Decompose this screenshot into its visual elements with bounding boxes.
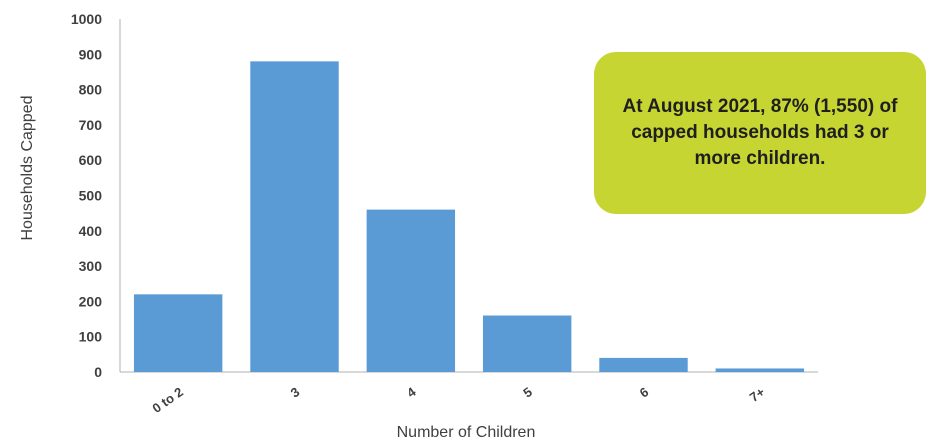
y-tick-label: 0 <box>94 364 102 380</box>
y-tick-label: 700 <box>79 117 103 133</box>
y-tick-label: 600 <box>79 152 103 168</box>
bar <box>715 368 805 372</box>
x-axis-title: Number of Children <box>397 424 536 441</box>
annotation-text: At August 2021, 87% (1,550) of capped ho… <box>622 96 898 169</box>
y-tick-label: 100 <box>79 329 103 345</box>
x-tick-label: 3 <box>288 384 303 400</box>
x-tick-label: 7+ <box>747 384 768 405</box>
bars <box>133 61 805 373</box>
bar <box>366 209 456 372</box>
x-tick-label: 4 <box>404 384 419 401</box>
x-tick-label: 5 <box>520 384 535 400</box>
x-tick-label: 6 <box>637 384 652 400</box>
y-tick-label: 800 <box>79 82 103 98</box>
bar <box>599 357 688 372</box>
bar <box>482 315 572 372</box>
y-axis-title: Households Capped <box>19 96 36 241</box>
y-tick-label: 500 <box>79 188 103 204</box>
y-tick-label: 1000 <box>71 11 102 27</box>
bar <box>250 61 339 373</box>
y-tick-label: 200 <box>79 293 103 309</box>
y-axis-tick-labels: 0 100 200 300 400 500 600 700 800 900 1000 <box>71 11 102 380</box>
x-tick-label: 0 to 2 <box>149 384 185 416</box>
y-tick-label: 300 <box>79 258 103 274</box>
x-axis-tick-labels: 0 to 2 3 4 5 6 7+ <box>149 384 767 416</box>
y-tick-label: 900 <box>79 46 103 62</box>
y-tick-label: 400 <box>79 223 103 239</box>
bar <box>133 294 223 372</box>
annotation-callout: At August 2021, 87% (1,550) of capped ho… <box>594 52 926 214</box>
